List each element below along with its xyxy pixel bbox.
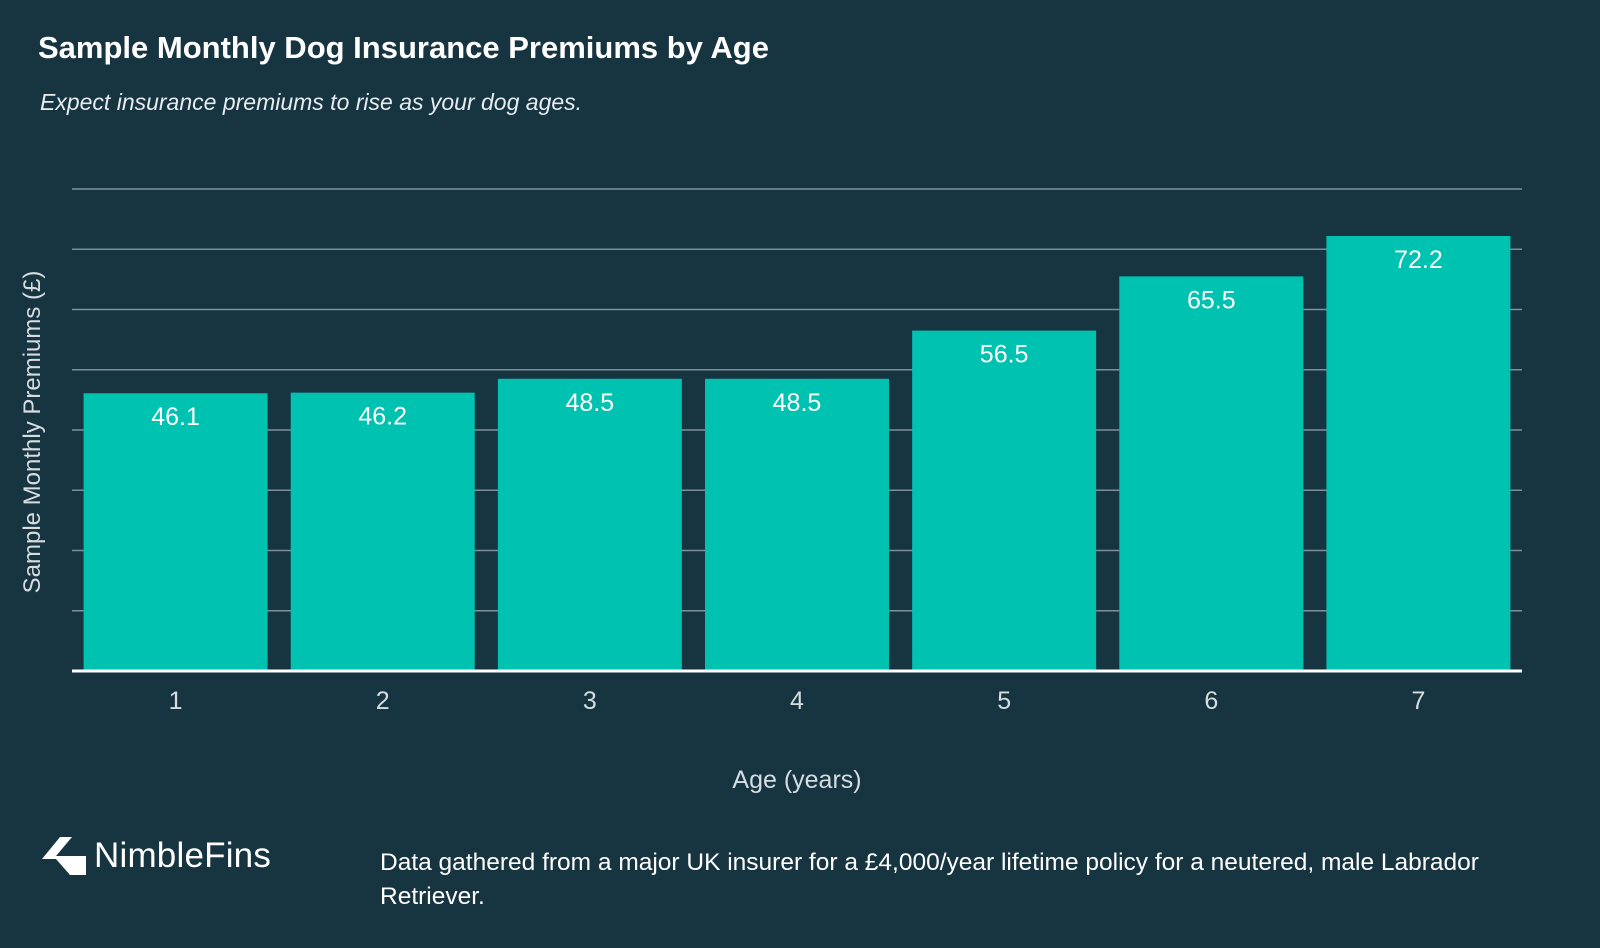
chart-title: Sample Monthly Dog Insurance Premiums by… — [38, 30, 769, 65]
x-tick-label: 6 — [1204, 687, 1218, 715]
data-source-note: Data gathered from a major UK insurer fo… — [380, 849, 1479, 910]
bar-age-4 — [705, 378, 889, 671]
x-tick-label: 3 — [583, 687, 597, 715]
bar-value-label: 46.1 — [151, 403, 200, 431]
bar-value-label: 48.5 — [773, 389, 822, 417]
chart-subtitle: Expect insurance premiums to rise as you… — [40, 89, 583, 115]
bar-age-7 — [1326, 235, 1511, 671]
y-axis-label: Sample Monthly Premiums (£) — [19, 271, 46, 594]
x-tick-label: 5 — [997, 687, 1011, 715]
x-tick-label: 7 — [1411, 687, 1425, 715]
bar-value-label: 65.5 — [1187, 286, 1236, 314]
bar-age-2 — [290, 392, 475, 671]
bar-age-5 — [912, 330, 1097, 671]
bar-age-6 — [1119, 276, 1304, 671]
x-tick-label: 2 — [376, 687, 390, 715]
brand-logo: NimbleFins — [40, 836, 271, 876]
x-tick-label: 4 — [790, 687, 804, 715]
bar-age-3 — [497, 378, 682, 671]
nimblefins-chevron-logo-icon — [42, 837, 86, 875]
x-tick-label: 1 — [169, 687, 183, 715]
bar-value-label: 46.2 — [358, 403, 407, 431]
bar-value-label: 48.5 — [566, 389, 615, 417]
bar-value-label: 72.2 — [1394, 246, 1443, 274]
x-axis-label: Age (years) — [732, 766, 861, 794]
brand-name: NimbleFins — [94, 836, 272, 875]
bar-value-label: 56.5 — [980, 341, 1029, 369]
bar-age-1 — [83, 393, 268, 671]
